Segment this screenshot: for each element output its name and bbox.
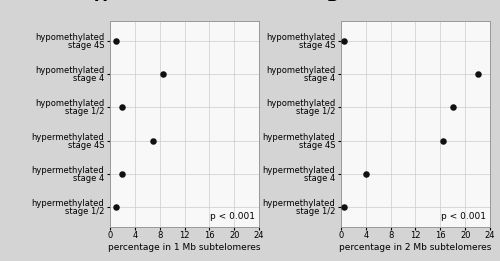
Point: [112, 205, 120, 209]
Point: [362, 172, 370, 176]
Text: A: A: [96, 0, 107, 4]
X-axis label: percentage in 2 Mb subtelomeres: percentage in 2 Mb subtelomeres: [340, 243, 492, 252]
Text: B: B: [326, 0, 338, 4]
Point: [440, 139, 448, 143]
Point: [340, 39, 348, 43]
Point: [150, 139, 158, 143]
Text: p < 0.001: p < 0.001: [210, 212, 254, 221]
Point: [118, 172, 126, 176]
Text: p < 0.001: p < 0.001: [440, 212, 486, 221]
Point: [340, 205, 348, 209]
X-axis label: percentage in 1 Mb subtelomeres: percentage in 1 Mb subtelomeres: [108, 243, 261, 252]
Point: [448, 105, 456, 109]
Point: [118, 105, 126, 109]
Point: [159, 72, 167, 76]
Point: [112, 39, 120, 43]
Point: [474, 72, 482, 76]
